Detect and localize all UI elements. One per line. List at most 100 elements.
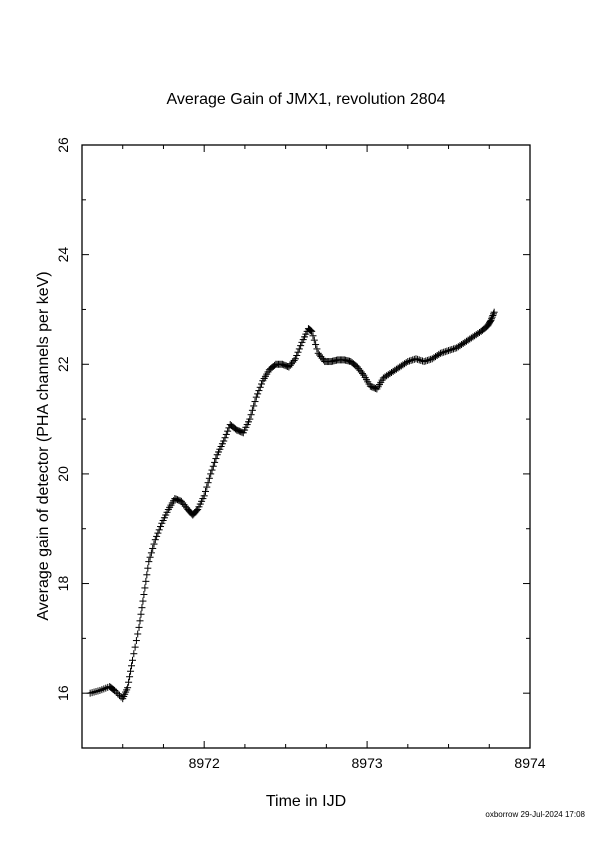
data-point xyxy=(251,398,259,406)
data-point xyxy=(405,357,413,365)
data-point xyxy=(111,686,119,694)
data-point xyxy=(449,345,457,353)
data-point xyxy=(291,355,299,363)
data-point xyxy=(150,540,158,548)
data-point xyxy=(155,526,163,534)
footer-stamp: oxborrow 29-Jul-2024 17:08 xyxy=(485,810,585,819)
data-point xyxy=(359,370,367,378)
data-point xyxy=(420,358,428,366)
data-point xyxy=(128,662,136,670)
data-point xyxy=(422,357,430,365)
data-point xyxy=(250,402,258,410)
data-point xyxy=(290,356,298,364)
data-point xyxy=(157,523,165,531)
data-point xyxy=(151,536,159,544)
data-point xyxy=(308,327,316,335)
data-point xyxy=(445,347,453,355)
data-point xyxy=(141,584,149,592)
data-point xyxy=(440,348,448,356)
data-point xyxy=(140,591,148,599)
data-point xyxy=(139,597,147,605)
data-point xyxy=(488,315,496,323)
y-tick-labels: 16 18 20 22 24 26 xyxy=(55,137,71,701)
data-point xyxy=(414,355,422,363)
data-point xyxy=(134,630,142,638)
data-point xyxy=(135,623,143,631)
data-point xyxy=(435,350,443,358)
data-point xyxy=(404,358,412,366)
data-point xyxy=(207,470,215,478)
data-point xyxy=(487,316,495,324)
data-point xyxy=(252,393,260,401)
data-point xyxy=(205,474,213,482)
chart-title: Average Gain of JMX1, revolution 2804 xyxy=(167,91,446,108)
data-point xyxy=(154,529,162,537)
data-point xyxy=(127,667,135,675)
data-point xyxy=(438,349,446,357)
x-tick-labels: 8972 8973 8974 xyxy=(189,755,546,771)
data-point xyxy=(248,406,256,414)
data-point xyxy=(312,341,320,349)
data-point xyxy=(427,355,435,363)
data-point xyxy=(211,458,219,466)
data-point xyxy=(441,348,449,356)
data-point xyxy=(149,544,157,552)
y-tick-label: 22 xyxy=(55,356,71,372)
data-point xyxy=(115,691,123,699)
data-point xyxy=(131,643,139,651)
data-point xyxy=(307,327,315,335)
y-tick-label: 24 xyxy=(55,247,71,263)
data-point xyxy=(126,673,134,681)
x-tick-label: 8972 xyxy=(189,755,220,771)
data-point xyxy=(246,415,254,423)
data-point xyxy=(220,437,228,445)
y-tick-label: 26 xyxy=(55,137,71,153)
data-point xyxy=(193,507,201,515)
data-point xyxy=(402,359,410,367)
y-tick-label: 18 xyxy=(55,576,71,592)
data-point xyxy=(415,356,423,364)
data-point xyxy=(136,617,144,625)
data-point xyxy=(138,604,146,612)
data-point xyxy=(310,336,318,344)
x-tick-label: 8974 xyxy=(514,755,545,771)
data-point xyxy=(254,390,262,398)
data-point xyxy=(306,326,314,334)
data-point xyxy=(112,688,120,696)
axis-ticks xyxy=(81,144,531,749)
data-point xyxy=(137,610,145,618)
data-point xyxy=(222,430,230,438)
data-point xyxy=(443,347,451,355)
data-point xyxy=(201,487,209,495)
data-point xyxy=(489,311,497,319)
data-point xyxy=(490,308,498,316)
data-point xyxy=(208,466,216,474)
data-point xyxy=(221,434,229,442)
data-point xyxy=(153,532,161,540)
data-point xyxy=(451,344,459,352)
y-axis-label: Average gain of detector (PHA channels p… xyxy=(35,271,52,620)
data-point xyxy=(212,455,220,463)
data-point xyxy=(145,558,153,566)
data-point xyxy=(309,332,317,340)
data-points xyxy=(86,308,498,703)
y-tick-label: 16 xyxy=(55,685,71,701)
data-point xyxy=(129,656,137,664)
data-point xyxy=(446,346,454,354)
data-point xyxy=(114,690,122,698)
data-point xyxy=(146,553,154,561)
data-point xyxy=(448,345,456,353)
data-point xyxy=(436,349,444,357)
data-point xyxy=(144,564,152,572)
data-point xyxy=(247,411,255,419)
data-point xyxy=(417,356,425,364)
y-tick-label: 20 xyxy=(55,466,71,482)
data-point xyxy=(132,637,140,645)
data-point xyxy=(313,345,321,353)
data-point xyxy=(200,492,208,500)
data-point xyxy=(224,427,232,435)
data-point xyxy=(203,483,211,491)
data-point xyxy=(407,356,415,364)
data-point xyxy=(412,355,420,363)
data-point xyxy=(297,342,305,350)
